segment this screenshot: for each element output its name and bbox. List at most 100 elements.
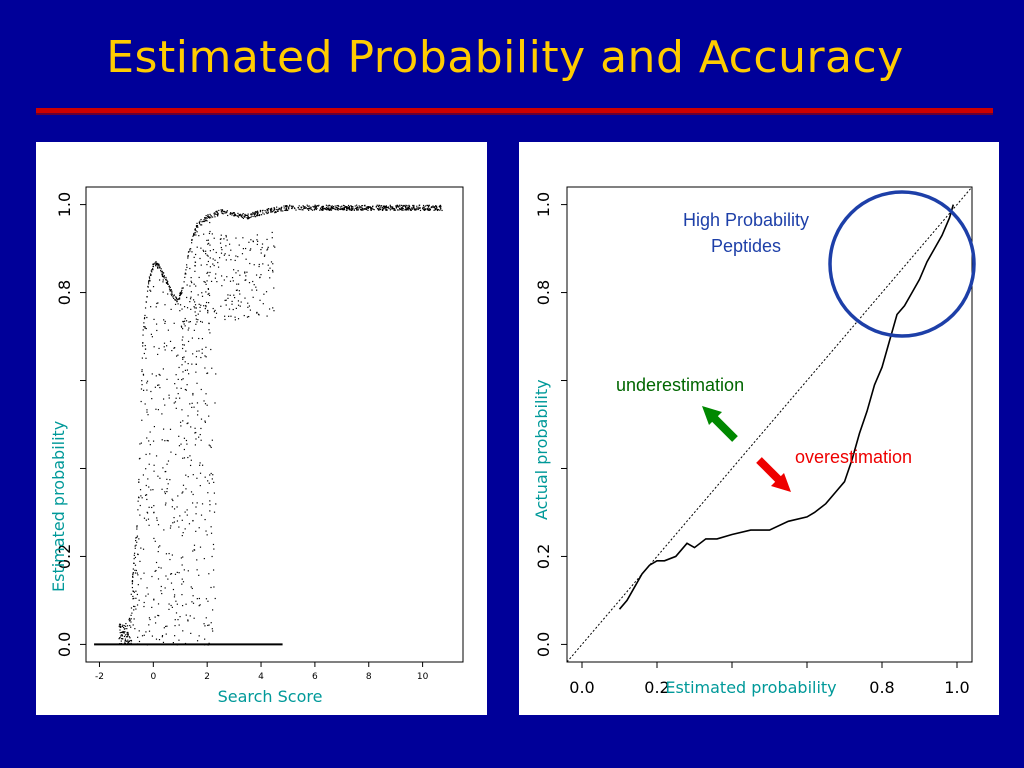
scatter-point [164, 404, 166, 406]
scatter-point [178, 526, 180, 528]
scatter-point [413, 205, 415, 208]
scatter-point [125, 622, 127, 625]
scatter-point [203, 233, 205, 235]
scatter-point [156, 384, 159, 386]
scatter-point [244, 247, 247, 250]
scatter-point [260, 214, 263, 216]
scatter-point [276, 208, 278, 211]
scatter-point [389, 204, 391, 206]
scatter-point [166, 345, 168, 347]
scatter-point [259, 299, 261, 301]
scatter-point [376, 207, 379, 210]
scatter-point [160, 585, 162, 588]
scatter-point [207, 288, 210, 290]
scatter-point [247, 215, 249, 217]
scatter-point [328, 207, 330, 209]
scatter-point [239, 274, 241, 276]
scatter-point [132, 575, 134, 578]
scatter-point [393, 208, 395, 210]
scatter-point [225, 259, 227, 261]
scatter-point [178, 366, 180, 369]
scatter-point [247, 213, 249, 215]
scatter-point [423, 208, 426, 210]
scatter-point [165, 633, 167, 635]
scatter-point [213, 264, 215, 267]
scatter-point [118, 624, 121, 626]
scatter-point [159, 386, 161, 389]
scatter-point [267, 210, 269, 212]
scatter-point [243, 215, 245, 217]
scatter-point [273, 287, 275, 289]
scatter-point [206, 404, 208, 406]
scatter-point [133, 618, 135, 620]
scatter-point [177, 619, 179, 621]
scatter-point [375, 205, 377, 207]
scatter-point [143, 634, 145, 636]
scatter-point [135, 597, 137, 599]
scatter-point [407, 208, 409, 210]
scatter-point [155, 638, 158, 640]
scatter-point [192, 299, 195, 301]
scatter-point [347, 206, 349, 209]
scatter-point [198, 223, 201, 225]
scatter-point [271, 207, 273, 209]
scatter-point [182, 581, 185, 583]
scatter-point [156, 329, 158, 332]
scatter-point [378, 208, 380, 210]
scatter-point [351, 206, 353, 208]
scatter-point [313, 209, 315, 211]
scatter-point [140, 547, 142, 549]
scatter-point [188, 251, 190, 253]
scatter-point [204, 403, 207, 405]
scatter-point [166, 378, 168, 380]
scatter-point [130, 593, 132, 595]
scatter-point [204, 220, 206, 222]
scatter-point [191, 281, 193, 284]
scatter-point [248, 305, 251, 307]
scatter-point [297, 207, 299, 209]
scatter-point [210, 280, 213, 282]
scatter-point [191, 363, 193, 365]
scatter-point [205, 530, 207, 532]
scatter-point [189, 285, 191, 287]
scatter-point [120, 640, 122, 642]
scatter-point [140, 400, 142, 403]
scatter-point [280, 209, 282, 211]
scatter-point [377, 206, 380, 208]
scatter-point [164, 304, 166, 306]
scatter-point [187, 329, 189, 331]
scatter-point [147, 286, 149, 288]
scatter-point [144, 327, 146, 329]
scatter-point [208, 302, 210, 304]
scatter-point [204, 217, 207, 219]
scatter-point [184, 511, 186, 513]
scatter-point [248, 282, 251, 284]
scatter-point [181, 379, 183, 381]
scatter-point [265, 211, 267, 213]
scatter-point [131, 612, 133, 614]
scatter-point [193, 549, 195, 551]
scatter-point [217, 261, 219, 264]
scatter-point [185, 488, 187, 490]
scatter-point [204, 281, 206, 283]
scatter-point [274, 211, 276, 213]
scatter-point [186, 514, 188, 516]
scatter-point [308, 205, 310, 207]
scatter-point [241, 214, 243, 216]
scatter-point [208, 217, 211, 219]
scatter-point [196, 225, 198, 227]
scatter-point [140, 495, 142, 497]
scatter-point [266, 249, 268, 251]
scatter-point [253, 215, 255, 218]
scatter-point [178, 297, 181, 299]
scatter-point [190, 308, 192, 310]
scatter-point [176, 301, 178, 303]
scatter-point [327, 205, 329, 207]
scatter-point [314, 205, 316, 207]
scatter-point [136, 535, 139, 537]
scatter-point [152, 440, 155, 442]
scatter-point [163, 272, 165, 274]
scatter-point [198, 276, 200, 279]
scatter-point [151, 635, 154, 637]
scatter-point [193, 232, 195, 235]
